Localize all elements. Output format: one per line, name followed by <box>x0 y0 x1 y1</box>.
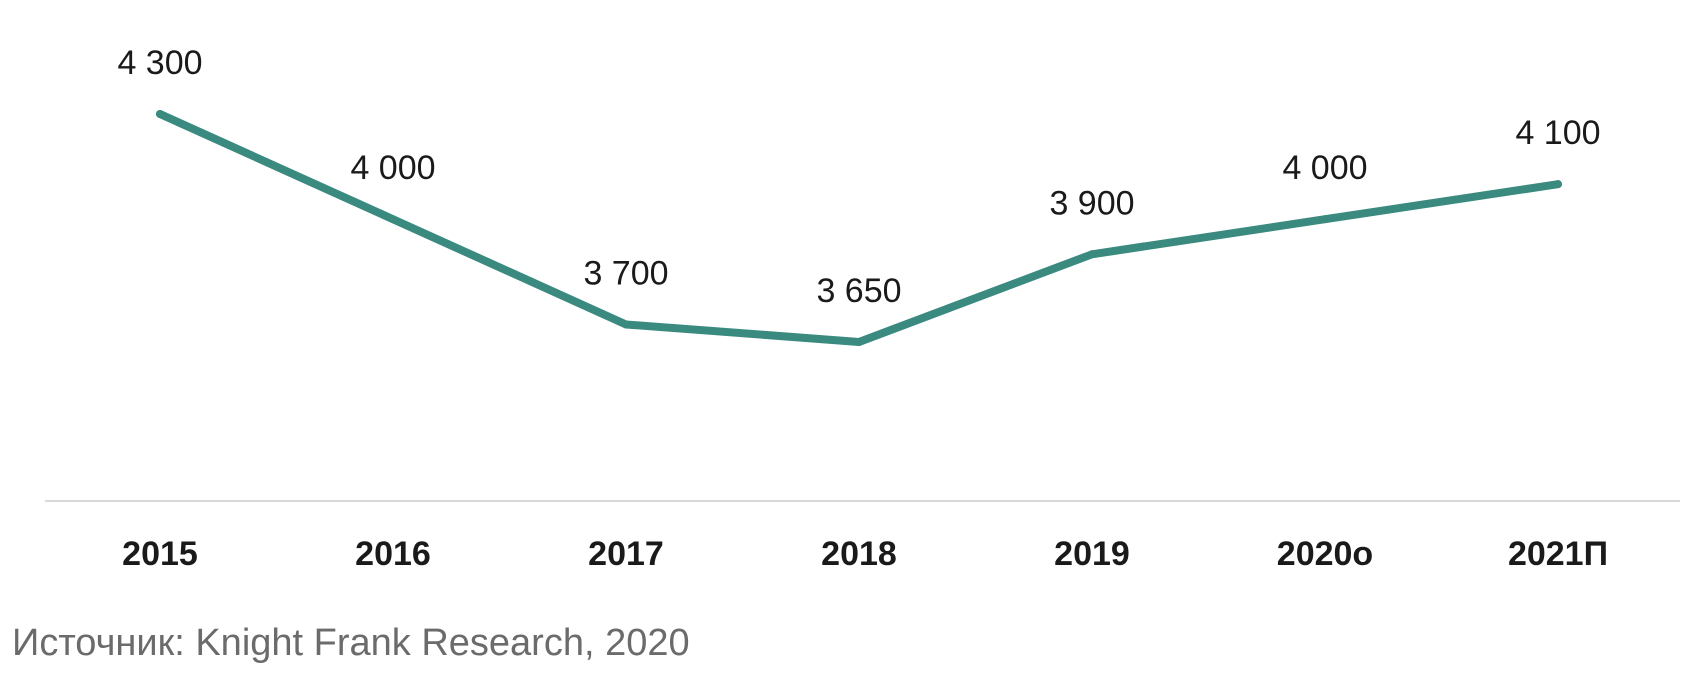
data-point <box>1554 180 1562 189</box>
x-tick-label: 2021П <box>1508 535 1608 573</box>
data-point <box>1088 250 1096 259</box>
data-point <box>1321 215 1329 224</box>
x-tick-label: 2019 <box>1054 535 1130 573</box>
x-tick-label: 2018 <box>821 535 897 573</box>
x-tick-label: 2016 <box>355 535 431 573</box>
data-point <box>855 338 863 346</box>
data-label: 4 000 <box>1282 149 1367 187</box>
data-point <box>622 320 630 329</box>
data-label: 4 100 <box>1515 114 1600 152</box>
x-tick-label: 2017 <box>588 535 664 573</box>
x-tick-label: 2020о <box>1277 535 1373 573</box>
x-tick-label: 2015 <box>122 535 198 573</box>
data-label: 4 300 <box>117 44 202 82</box>
data-point <box>156 110 164 118</box>
data-label: 3 700 <box>583 254 668 292</box>
data-label: 4 000 <box>350 149 435 187</box>
data-label: 3 650 <box>816 272 901 310</box>
data-label: 3 900 <box>1049 184 1134 222</box>
source-note: Источник: Knight Frank Research, 2020 <box>12 622 690 664</box>
data-point <box>389 215 397 224</box>
